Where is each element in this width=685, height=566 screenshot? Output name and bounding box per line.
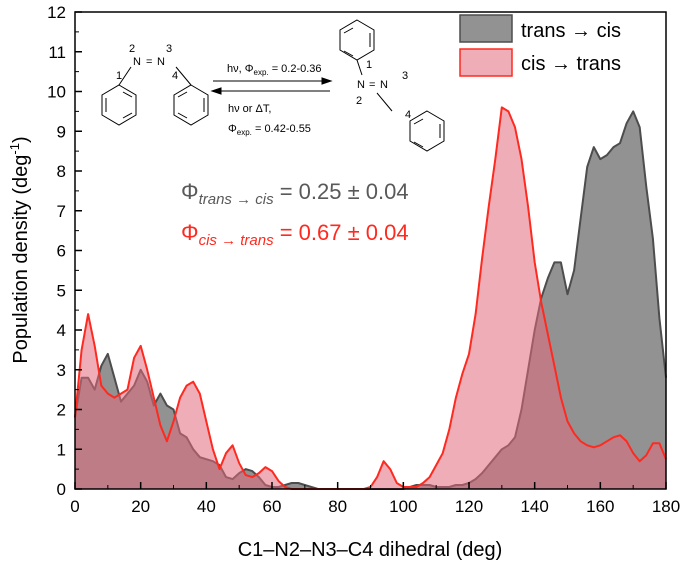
trans-num-3: 3 [166,43,172,55]
x-tick-label: 180 [652,497,680,516]
trans-n-left: N [133,56,141,68]
cis-double-bond: = [369,79,375,91]
legend-label-cis-trans: cis → trans [521,53,621,75]
y-tick-label: 10 [47,83,66,102]
y-tick-label: 6 [57,242,66,261]
area-series-cis-trans [75,107,666,490]
y-axis-title-main: Population density (deg [10,155,32,364]
trans-left-benzene-ring [101,84,137,126]
trans-num-4: 4 [172,70,178,82]
cis-num-1: 1 [366,59,372,71]
y-tick-label: 3 [57,361,66,380]
trans-num-2: 2 [129,43,135,55]
y-tick-label: 0 [57,480,66,499]
x-axis-title: C1–N2–N3–C4 dihedral (deg) [238,539,503,561]
y-tick-label: 1 [57,440,66,459]
legend-swatch-trans-cis [459,14,513,43]
x-tick-label: 40 [197,497,216,516]
reaction-scheme: N = N 1 2 3 4 hν, Φexp. = 0.2-0.36 hν or… [101,19,445,152]
legend-label-trans-cis: trans → cis [521,20,621,42]
forward-condition: hν, Φexp. = 0.2-0.36 [227,63,322,77]
reverse-condition-line1: hν or ΔT, [228,103,271,115]
x-tick-label: 60 [263,497,282,516]
y-tick-label: 7 [57,202,66,221]
x-tick-label: 140 [520,497,548,516]
y-tick-label: 2 [57,401,66,420]
x-tick-label: 100 [389,497,417,516]
quantum-yield-cis-to-trans: Φcis → trans = 0.67 ± 0.04 [181,220,409,249]
reverse-condition-line2: Φexp. = 0.42-0.55 [228,123,311,137]
quantum-yield-trans-to-cis: Φtrans → cis = 0.25 ± 0.04 [181,179,409,208]
legend-swatch-cis-trans [459,48,513,77]
y-axis-title-exp: -1 [7,143,22,155]
cis-num-2: 2 [356,95,362,107]
y-tick-label: 8 [57,162,66,181]
x-tick-label: 80 [328,497,347,516]
x-tick-label: 120 [455,497,483,516]
forward-arrow-head [321,77,333,85]
y-tick-label: 5 [57,281,66,300]
trans-n-right: N [157,56,165,68]
trans-right-benzene-ring [173,84,209,126]
y-tick-label: 4 [57,321,66,340]
y-axis-title: Population density (deg-1) [7,136,32,363]
x-tick-label: 0 [70,497,79,516]
trans-num-1: 1 [116,70,122,82]
y-tick-label: 12 [47,3,66,22]
cis-azobenzene-structure [339,19,445,152]
x-tick-label: 160 [586,497,614,516]
reaction-arrows [210,77,333,95]
y-axis-title-close: ) [10,136,32,143]
cis-num-4: 4 [405,109,411,121]
x-tick-label: 20 [131,497,150,516]
cis-n-bottom: N [380,79,388,91]
trans-double-bond: = [146,56,152,68]
cis-n-top: N [357,79,365,91]
y-tick-label: 9 [57,122,66,141]
plot-areas [74,106,667,490]
reverse-arrow-head [210,87,222,95]
cis-bottom-benzene-ring [409,110,445,152]
y-tick-label: 11 [48,43,66,62]
cis-top-benzene-ring [339,19,375,61]
legend: trans → cis cis → trans [459,14,621,77]
x-ticks: 0 20 40 60 80 100 120 140 160 180 [70,482,680,516]
cis-num-3: 3 [402,70,408,82]
trans-azobenzene-structure [101,66,209,126]
